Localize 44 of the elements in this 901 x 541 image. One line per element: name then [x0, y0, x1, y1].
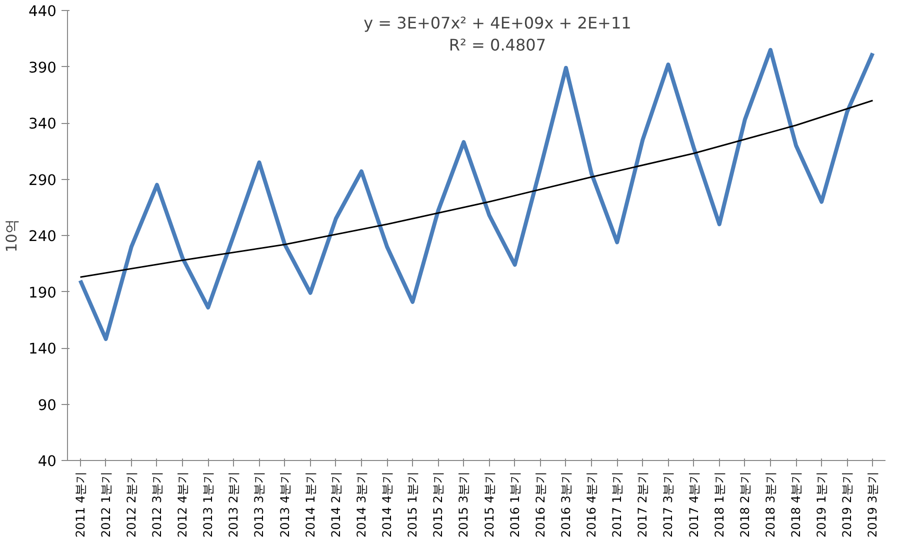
x-tick-label: 2015 2분기 — [431, 471, 446, 538]
x-tick-label: 2013 2분기 — [226, 471, 241, 538]
x-tick-label: 2013 3분기 — [252, 471, 266, 538]
x-tick-label: 2013 4분기 — [278, 471, 292, 538]
y-tick-label: 390 — [28, 59, 57, 76]
x-tick-label: 2014 2분기 — [328, 471, 343, 538]
x-tick-label: 2019 3분기 — [866, 471, 880, 538]
x-tick-label: 2018 4분기 — [789, 471, 804, 538]
x-tick-label: 2011 4분기 — [73, 471, 88, 538]
x-tick-label: 2012 1분기 — [98, 471, 113, 538]
y-tick-label: 140 — [28, 340, 57, 358]
x-tick-label: 2018 2분기 — [738, 471, 752, 538]
x-tick-label: 2014 4분기 — [380, 471, 394, 538]
y-tick-label: 440 — [28, 3, 57, 20]
x-tick-label: 2017 3분기 — [661, 471, 676, 538]
x-tick-label: 2018 3분기 — [763, 471, 778, 538]
x-tick-label: 2015 1분기 — [406, 471, 420, 538]
y-tick-label: 340 — [28, 116, 57, 132]
x-tick-label: 2016 3분기 — [558, 471, 573, 538]
x-tick-label: 2015 3분기 — [456, 471, 471, 538]
y-tick-label: 90 — [38, 396, 57, 414]
x-tick-label: 2014 3분기 — [354, 471, 368, 538]
y-axis-title: 10억 — [4, 218, 21, 252]
x-tick-label: 2017 1분기 — [610, 471, 624, 538]
x-tick-label: 2016 2분기 — [533, 471, 548, 538]
y-tick-label: 290 — [28, 172, 57, 189]
x-tick-label: 2012 2분기 — [124, 471, 138, 538]
x-tick-label: 2013 1분기 — [201, 471, 216, 538]
x-tick-label: 2016 1분기 — [508, 471, 522, 538]
annotation: y = 3E+07x² + 4E+09x + 2E+11 — [364, 14, 632, 32]
x-tick-label: 2015 4분기 — [482, 471, 496, 538]
annotation: R² = 0.4807 — [448, 36, 546, 54]
x-tick-label: 2016 4분기 — [584, 471, 599, 538]
x-tick-label: 2019 2분기 — [840, 471, 854, 538]
x-tick-label: 2018 1분기 — [712, 471, 726, 538]
y-tick-label: 40 — [38, 453, 57, 470]
x-tick-label: 2017 2분기 — [636, 471, 650, 538]
x-tick-label: 2012 4분기 — [176, 471, 190, 538]
x-tick-label: 2014 1분기 — [303, 471, 318, 538]
y-tick-label: 190 — [28, 284, 57, 302]
x-tick-label: 2012 3분기 — [150, 471, 164, 538]
y-tick-label: 240 — [28, 228, 57, 245]
x-tick-label: 2017 4분기 — [686, 471, 701, 538]
x-tick-label: 2019 1분기 — [814, 471, 829, 538]
